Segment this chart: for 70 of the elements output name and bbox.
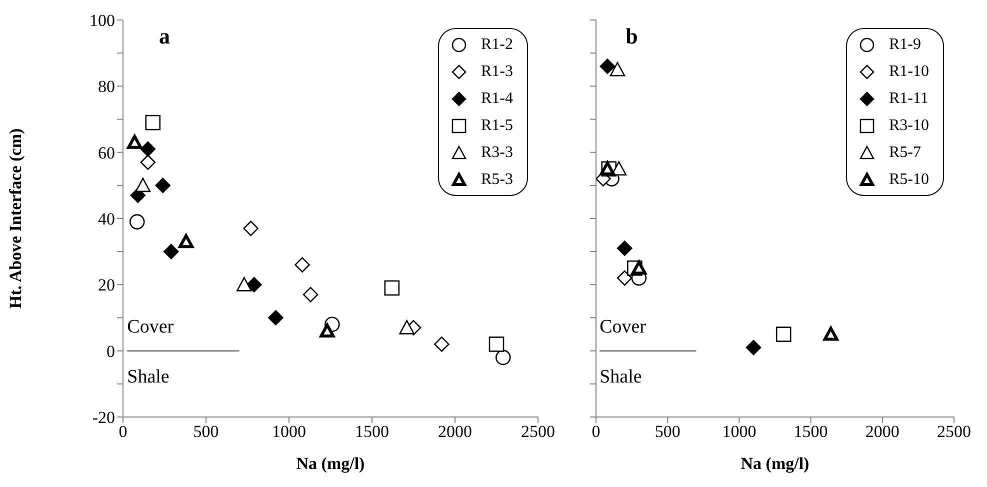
legend-label: R5-3	[481, 170, 513, 188]
point	[163, 244, 179, 260]
point	[178, 234, 194, 248]
point	[140, 154, 156, 170]
point	[294, 257, 310, 272]
annotation: Cover	[127, 316, 174, 338]
point	[611, 161, 627, 176]
x-tick-label: 2000	[438, 422, 472, 442]
point	[631, 260, 646, 275]
point	[616, 270, 632, 286]
legend-label: R3-10	[889, 116, 929, 134]
x-axis-title: Na (mg/l)	[740, 454, 810, 473]
point	[268, 310, 284, 326]
point	[302, 286, 318, 302]
x-tick-label: 1500	[355, 422, 389, 442]
legend-label: R1-11	[889, 90, 928, 108]
point	[776, 326, 792, 342]
x-tick-label: 500	[193, 422, 219, 442]
y-tick-label: 40	[98, 210, 115, 229]
point	[823, 326, 838, 341]
x-tick-label: 1500	[794, 422, 828, 442]
x-tick-label: 0	[592, 422, 600, 442]
point	[320, 323, 335, 338]
x-axis-title: Na (mg/l)	[296, 454, 365, 473]
legend-label: R1-3	[481, 62, 513, 80]
point	[495, 350, 511, 366]
x-tick-label: 1000	[272, 422, 306, 442]
legend-label: R1-10	[889, 62, 929, 80]
point	[129, 214, 145, 230]
point	[127, 134, 142, 149]
point	[236, 277, 252, 292]
point	[246, 277, 262, 292]
annotation: Shale	[127, 366, 170, 388]
legend-label: R1-2	[481, 36, 513, 54]
annotation: Cover	[600, 316, 647, 338]
legend-label: R1-5	[481, 116, 513, 134]
x-tick-label: 0	[118, 422, 128, 442]
annotation: Shale	[600, 366, 642, 388]
chart-title: b	[626, 24, 638, 49]
point	[243, 220, 258, 236]
point	[145, 114, 161, 130]
point	[600, 58, 616, 74]
legend-label: R5-10	[889, 170, 929, 188]
point	[155, 178, 170, 194]
chart-title: a	[159, 24, 170, 49]
x-tick-label: 2500	[521, 422, 555, 442]
y-tick-label: -20	[92, 408, 115, 428]
x-tick-label: 2000	[865, 422, 900, 442]
x-tick-label: 500	[654, 422, 680, 442]
y-axis-title: Ht. Above Interface (cm)	[6, 128, 26, 309]
point	[434, 336, 450, 352]
point	[488, 336, 504, 352]
y-tick-label: 60	[98, 143, 115, 162]
point	[746, 340, 762, 356]
point	[399, 320, 415, 334]
legend-label: R1-9	[889, 36, 921, 54]
y-tick-label: 0	[106, 342, 115, 361]
x-tick-label: 2500	[937, 422, 971, 442]
legend-label: R1-4	[481, 90, 513, 108]
point	[610, 62, 626, 76]
point	[140, 141, 156, 157]
legend-label: R5-7	[889, 144, 921, 162]
legend-label: R3-3	[481, 144, 513, 162]
y-tick-label: 80	[98, 77, 115, 96]
point	[616, 240, 632, 256]
y-tick-label: 20	[98, 276, 115, 295]
point	[135, 178, 151, 192]
point	[384, 280, 400, 296]
x-tick-label: 1000	[722, 422, 756, 442]
y-tick-label: 100	[90, 11, 115, 30]
